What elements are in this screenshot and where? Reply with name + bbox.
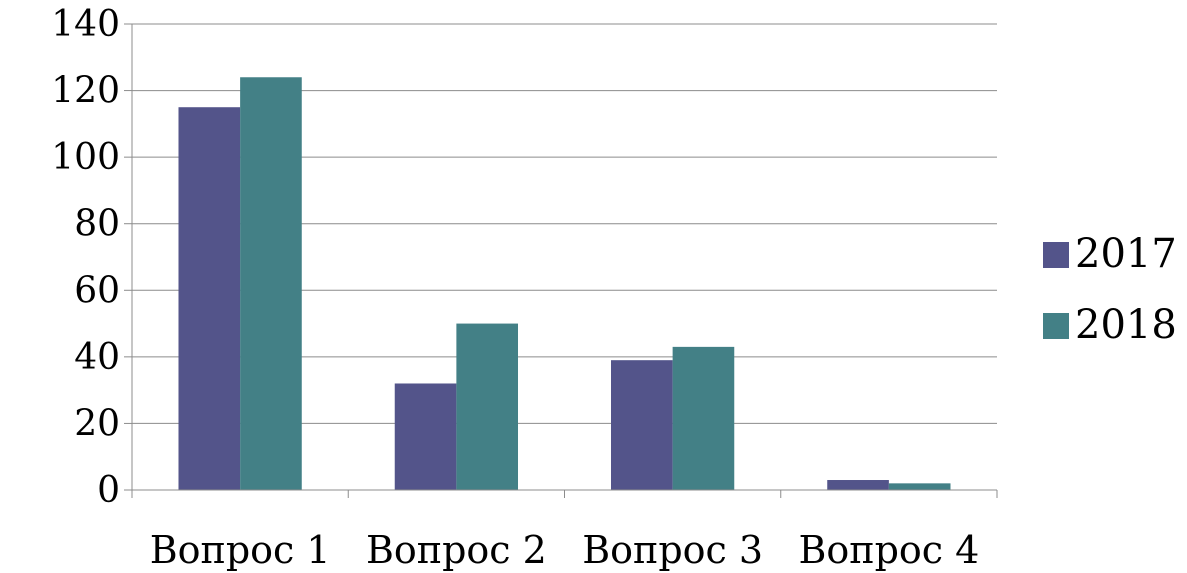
y-tick-label: 140 [51, 4, 120, 45]
y-tick-label: 60 [74, 270, 120, 311]
y-tick-label: 100 [51, 137, 120, 178]
x-category-labels: Вопрос 1 Вопрос 2 Вопрос 3 Вопрос 4 [150, 528, 980, 572]
bar-2018-4 [888, 483, 951, 490]
bar-2017-1 [178, 107, 241, 490]
y-tick-label: 0 [97, 470, 120, 511]
legend-label: 2017 [1075, 231, 1177, 277]
bar-2017-3 [610, 360, 673, 490]
bar-2018-3 [672, 346, 735, 490]
y-tick-labels: 0 20 40 60 80 100 120 140 [51, 4, 120, 511]
x-category-label: Вопрос 3 [582, 528, 763, 572]
x-category-label: Вопрос 2 [366, 528, 547, 572]
bar-2017-4 [827, 480, 889, 490]
axes [124, 23, 998, 498]
y-tick-label: 40 [74, 337, 120, 378]
legend-swatch-2017 [1043, 242, 1069, 268]
y-tick-label: 80 [74, 204, 120, 245]
legend-label: 2018 [1075, 302, 1177, 348]
bar-2017-2 [394, 383, 457, 490]
y-tick-label: 120 [51, 71, 120, 112]
x-category-label: Вопрос 1 [150, 528, 331, 572]
y-tick-label: 20 [74, 403, 120, 444]
x-category-label: Вопрос 4 [798, 528, 979, 572]
bar-2018-2 [456, 323, 519, 490]
legend: 2017 2018 [1043, 231, 1177, 348]
legend-swatch-2018 [1043, 313, 1069, 339]
bars [178, 77, 951, 490]
bar-2018-1 [240, 77, 302, 490]
